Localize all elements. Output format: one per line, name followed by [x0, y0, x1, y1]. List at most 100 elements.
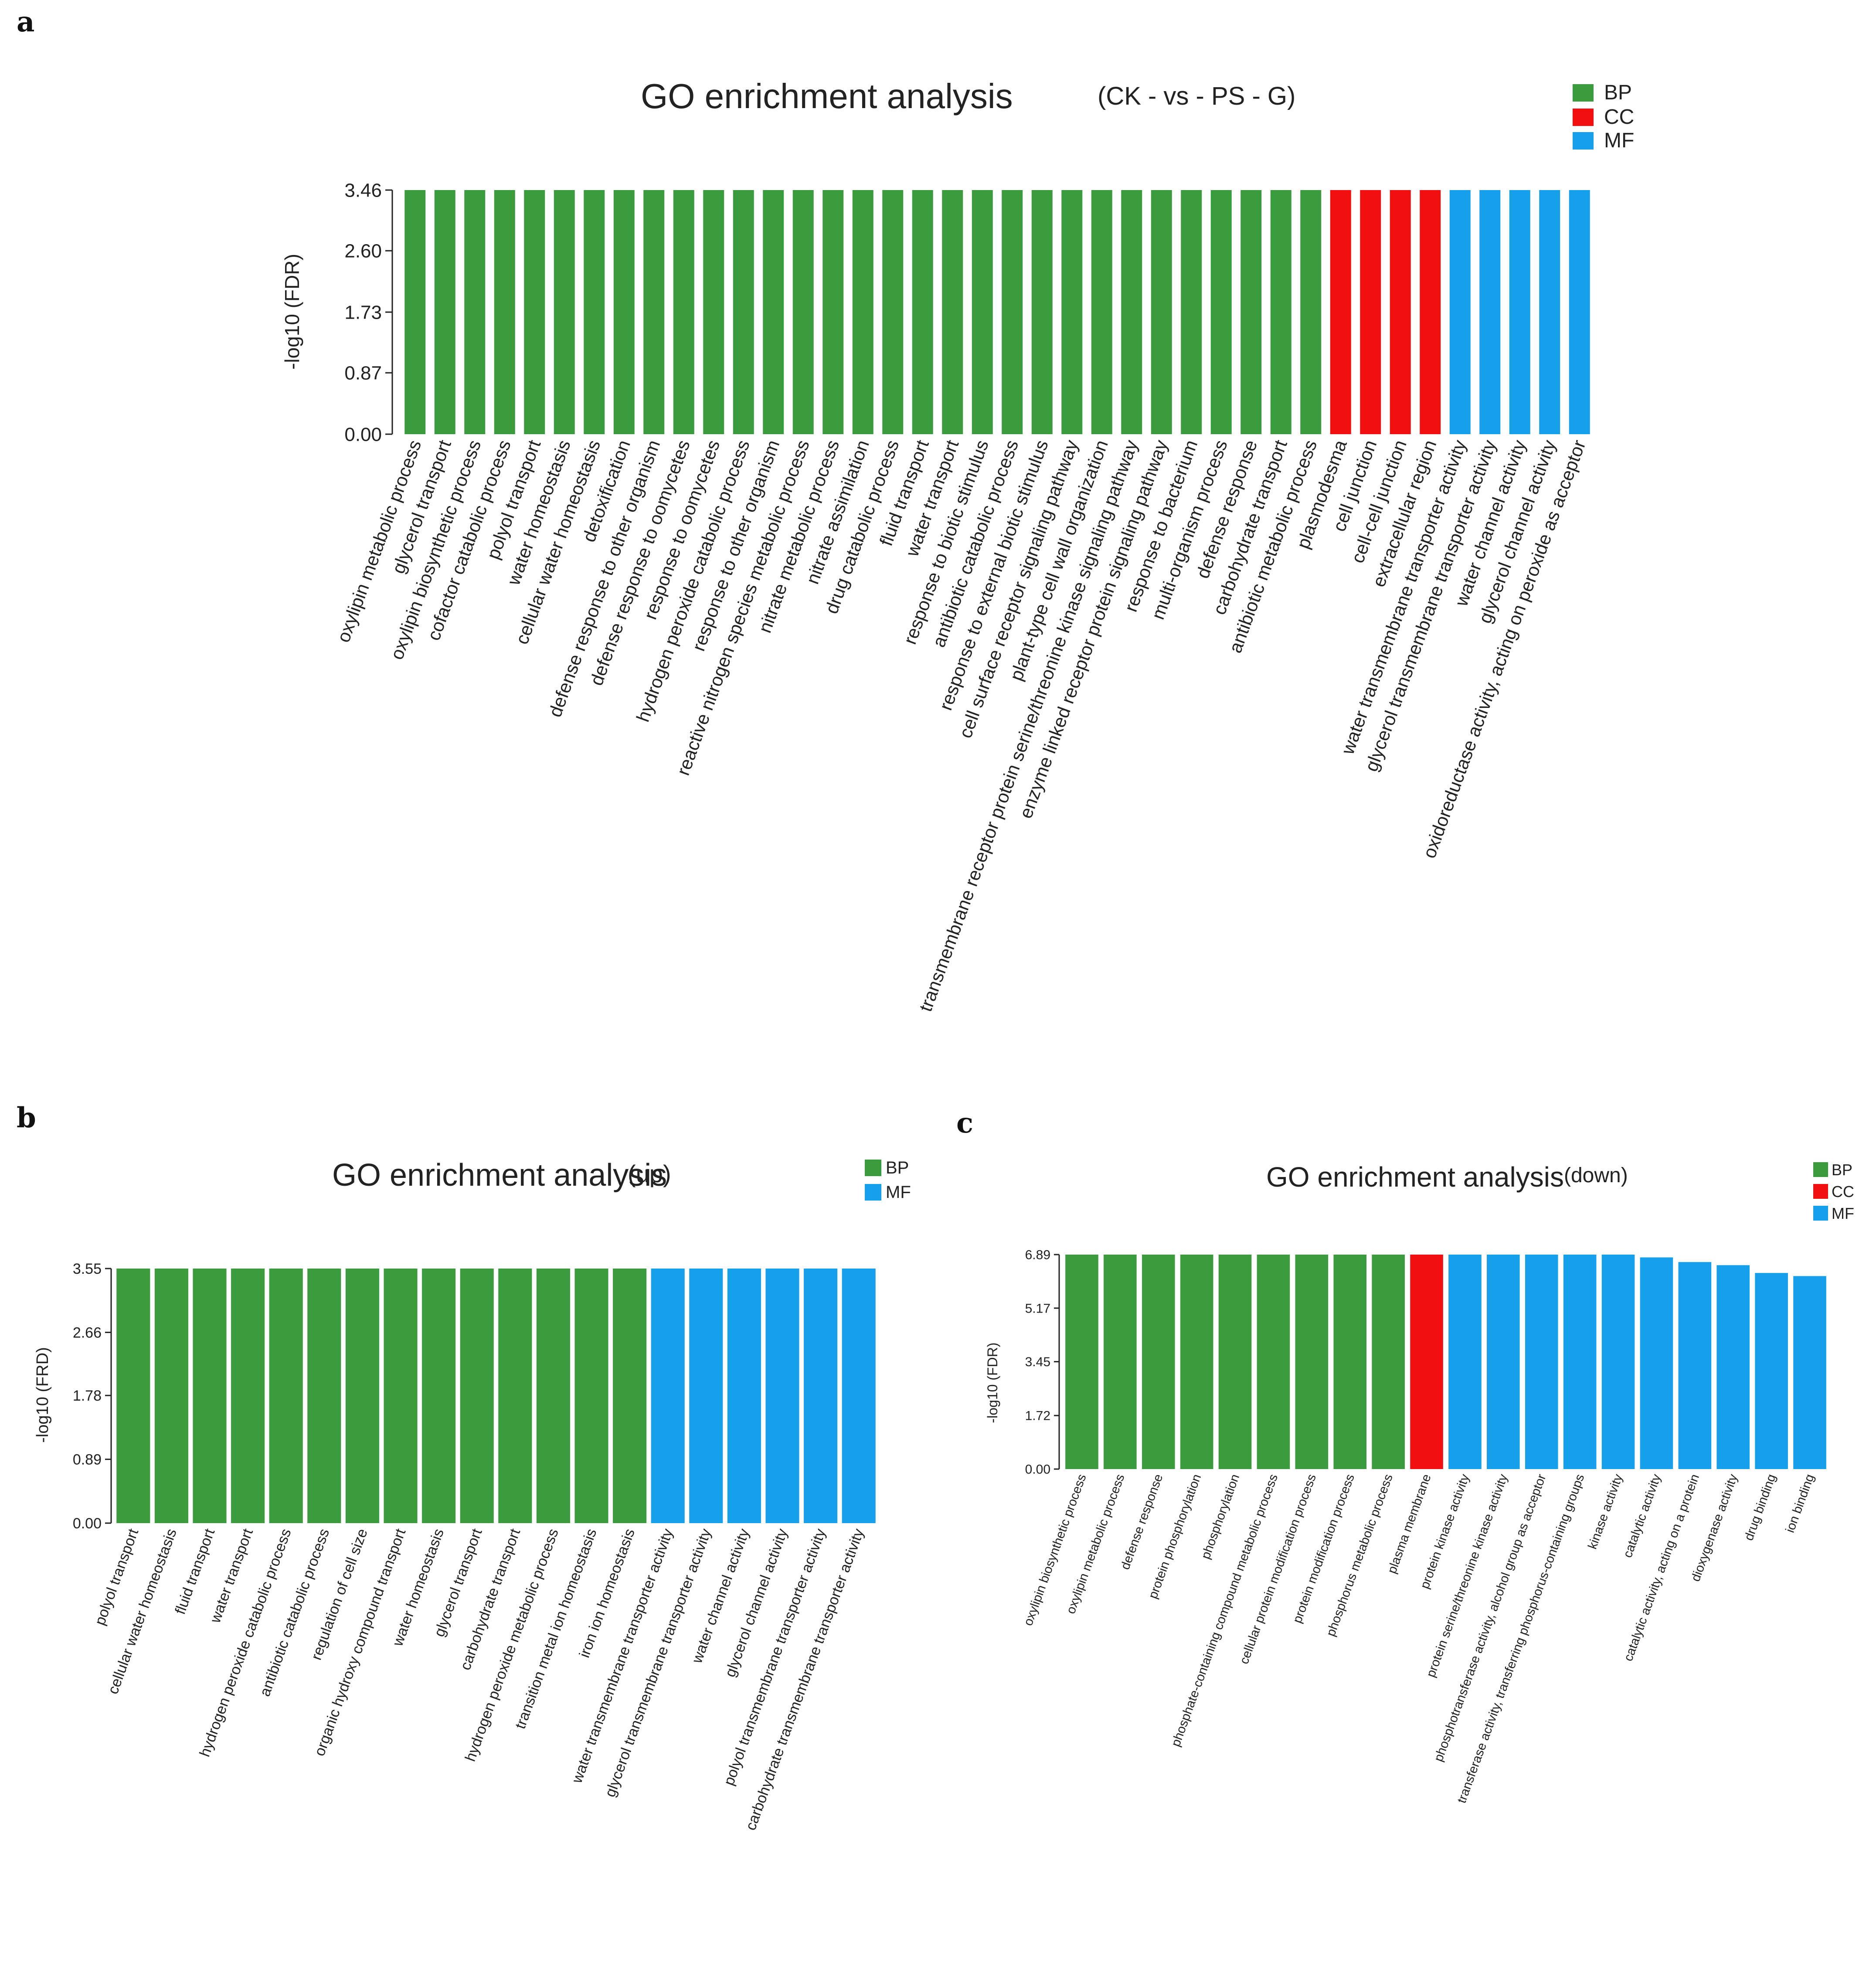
chart-c-bar: [1257, 1255, 1290, 1469]
chart-c-bar: [1104, 1255, 1137, 1469]
chart-c-legend: BP CC MF: [1813, 1161, 1854, 1222]
chart-a-bar: [1181, 190, 1202, 434]
chart-c-ylabel: -log10 (FDR): [985, 1343, 1000, 1423]
chart-a-bar: [494, 190, 515, 434]
chart-a-bar: [1031, 190, 1053, 434]
chart-a-bar: [733, 190, 754, 434]
chart-a-bar: [792, 190, 814, 434]
chart-a-bar: [464, 190, 486, 434]
chart-b-category-label: fluid transport: [172, 1526, 218, 1616]
chart-a-bar: [1061, 190, 1083, 434]
chart-b-bar: [765, 1269, 799, 1523]
chart-c-category-label: protein serine/threonine kinase activity: [1424, 1472, 1511, 1679]
legend-b-bp-label: BP: [886, 1158, 909, 1177]
chart-a-bar: [673, 190, 694, 434]
panel-letter-a: a: [17, 6, 34, 38]
legend-c-mf-swatch: [1813, 1206, 1828, 1221]
chart-c-bar: [1755, 1273, 1788, 1469]
chart-a-subtitle: (CK - vs - PS - G): [1098, 82, 1295, 110]
chart-panel-a: GO enrichment analysis (CK - vs - PS - G…: [281, 77, 1634, 1014]
panel-letter-b: b: [17, 1102, 36, 1134]
chart-a-bar: [1151, 190, 1172, 434]
chart-b-bar: [231, 1269, 265, 1523]
chart-c-ytick-label: 6.89: [1025, 1248, 1050, 1262]
legend-c-bp-swatch: [1813, 1162, 1828, 1177]
legend-c-cc-swatch: [1813, 1184, 1828, 1199]
chart-b-bar: [384, 1269, 418, 1523]
chart-a-bar: [434, 190, 455, 434]
chart-a-legend: BP CC MF: [1573, 81, 1634, 152]
legend-a-bp-label: BP: [1604, 81, 1632, 104]
chart-a-ylabel: -log10 (FDR): [281, 254, 303, 370]
chart-c-bar: [1563, 1255, 1597, 1469]
chart-c-bar: [1525, 1255, 1558, 1469]
legend-b-mf-swatch: [865, 1184, 881, 1201]
chart-b-bar: [804, 1269, 838, 1523]
chart-c-bar: [1487, 1255, 1520, 1469]
chart-c-category-label: plasma membrane: [1385, 1472, 1434, 1575]
chart-b-ytick-label: 0.00: [73, 1515, 102, 1532]
chart-c-bar: [1142, 1255, 1175, 1469]
chart-a-ytick-label: 0.87: [344, 363, 382, 384]
chart-a-bar: [1479, 190, 1501, 434]
chart-a-ytick-label: 0.00: [344, 424, 382, 445]
chart-c-bar: [1065, 1255, 1098, 1469]
chart-b-subtitle: (up): [628, 1160, 671, 1187]
chart-b-bar: [651, 1269, 685, 1523]
chart-c-bar: [1180, 1255, 1213, 1469]
chart-a-bar: [1091, 190, 1112, 434]
chart-b-ytick-label: 3.55: [73, 1261, 102, 1277]
chart-a-bar: [1539, 190, 1560, 434]
chart-c-category-label: phosphorus metabolic process: [1324, 1472, 1396, 1638]
legend-a-cc-label: CC: [1604, 105, 1634, 129]
chart-a-bar: [763, 190, 784, 434]
chart-b-bar: [193, 1269, 227, 1523]
chart-c-category-label: catalytic activity, acting on a protein: [1621, 1472, 1702, 1663]
legend-b-bp-swatch: [865, 1160, 881, 1176]
chart-c-category-label: kinase activity: [1585, 1472, 1625, 1551]
chart-b-category-label: cellular water homeostasis: [105, 1527, 180, 1696]
chart-b-bar: [116, 1269, 150, 1523]
chart-b-bar: [727, 1269, 761, 1523]
chart-c-ytick-label: 0.00: [1025, 1463, 1050, 1477]
chart-b-ylabel: -log10 (FRD): [34, 1347, 52, 1443]
chart-a-title: GO enrichment analysis: [641, 77, 1013, 116]
chart-b-bar: [460, 1269, 494, 1523]
chart-c-bar: [1218, 1255, 1252, 1469]
chart-a-bar: [524, 190, 545, 434]
chart-c-category-label: ion binding: [1783, 1472, 1817, 1534]
chart-a-bar: [1390, 190, 1411, 434]
chart-a-bar: [1270, 190, 1291, 434]
chart-a-bar: [1449, 190, 1471, 434]
chart-c-bar: [1333, 1255, 1367, 1469]
chart-panel-c: GO enrichment analysis (down) BP CC MF -…: [985, 1161, 1854, 1805]
chart-b-title: GO enrichment analysis: [332, 1158, 667, 1193]
chart-c-category-label: phosphorylation: [1199, 1472, 1242, 1561]
chart-c-subtitle: (down): [1564, 1164, 1628, 1187]
chart-c-bar: [1410, 1255, 1443, 1469]
chart-c-ytick-label: 1.72: [1025, 1409, 1050, 1423]
chart-a-bar: [1121, 190, 1142, 434]
chart-b-ytick-label: 0.89: [73, 1451, 102, 1468]
chart-c-bar: [1678, 1262, 1712, 1469]
chart-a-ytick-label: 2.60: [344, 241, 382, 262]
chart-b-bar: [689, 1269, 723, 1523]
chart-b-bar: [345, 1269, 379, 1523]
chart-b-bar: [498, 1269, 532, 1523]
chart-a-bar: [912, 190, 933, 434]
chart-c-title: GO enrichment analysis: [1266, 1161, 1564, 1193]
legend-a-bp-swatch: [1573, 84, 1594, 102]
chart-b-bar: [574, 1269, 608, 1523]
legend-c-cc-label: CC: [1832, 1183, 1854, 1201]
chart-a-bar: [1330, 190, 1351, 434]
chart-b-bar: [269, 1269, 303, 1523]
legend-b-mf-label: MF: [886, 1183, 911, 1202]
chart-a-bar: [1569, 190, 1590, 434]
chart-c-category-label: cellular protein modification process: [1237, 1472, 1319, 1666]
chart-a-bar: [1300, 190, 1322, 434]
chart-a-bar: [404, 190, 426, 434]
chart-a-bar: [554, 190, 575, 434]
chart-a-bar: [852, 190, 873, 434]
chart-a-bar: [584, 190, 605, 434]
